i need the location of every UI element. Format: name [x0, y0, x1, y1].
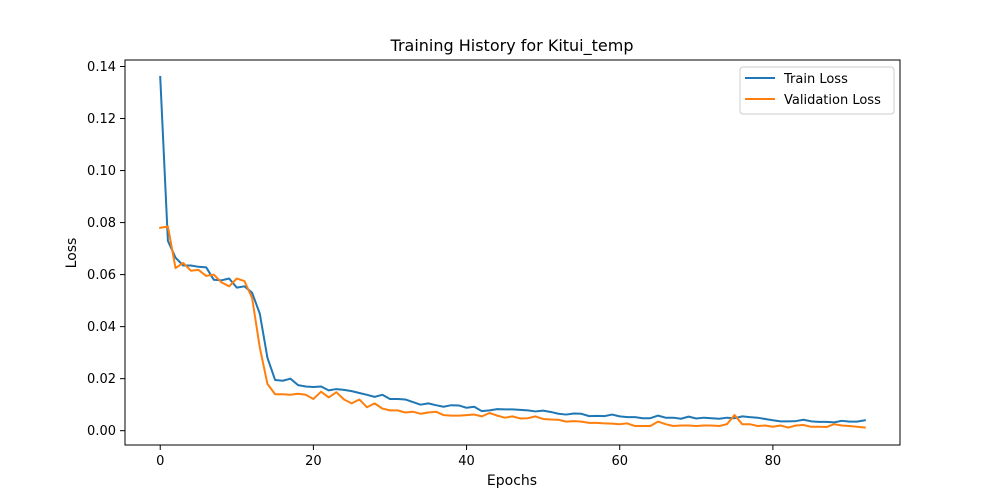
x-tick-label: 40 — [458, 454, 475, 469]
chart-title: Training History for Kitui_temp — [390, 36, 634, 56]
y-axis-label: Loss — [64, 238, 80, 269]
series-line-train-loss — [159, 75, 866, 424]
x-tick-label: 0 — [156, 454, 164, 469]
series-line-validation-loss — [159, 225, 866, 429]
x-tick-label: 20 — [305, 454, 322, 469]
plot-frame — [124, 59, 901, 446]
y-tick-label: 0.08 — [87, 216, 116, 231]
plot-area — [125, 60, 900, 445]
legend: Train Loss Validation Loss — [739, 66, 895, 115]
y-tick-label: 0.10 — [87, 164, 116, 179]
legend-label-train-loss: Train Loss — [783, 72, 848, 87]
y-tick-label: 0.14 — [87, 60, 116, 75]
y-tick-label: 0.06 — [87, 268, 116, 283]
y-tick-label: 0.00 — [87, 424, 116, 439]
y-tick-label: 0.12 — [87, 112, 116, 127]
series-layer — [159, 75, 866, 429]
x-axis-label: Epochs — [487, 473, 537, 489]
x-tick-label: 80 — [765, 454, 782, 469]
x-tick-label: 60 — [611, 454, 628, 469]
legend-label-validation-loss: Validation Loss — [784, 93, 881, 108]
y-tick-label: 0.04 — [87, 320, 116, 335]
legend-box — [739, 66, 895, 115]
tick-layer: 0 20 40 60 80 0.00 0.02 0.04 0.06 0.08 0.10 0.12 0.1… — [87, 60, 781, 469]
y-tick-label: 0.02 — [87, 372, 116, 387]
